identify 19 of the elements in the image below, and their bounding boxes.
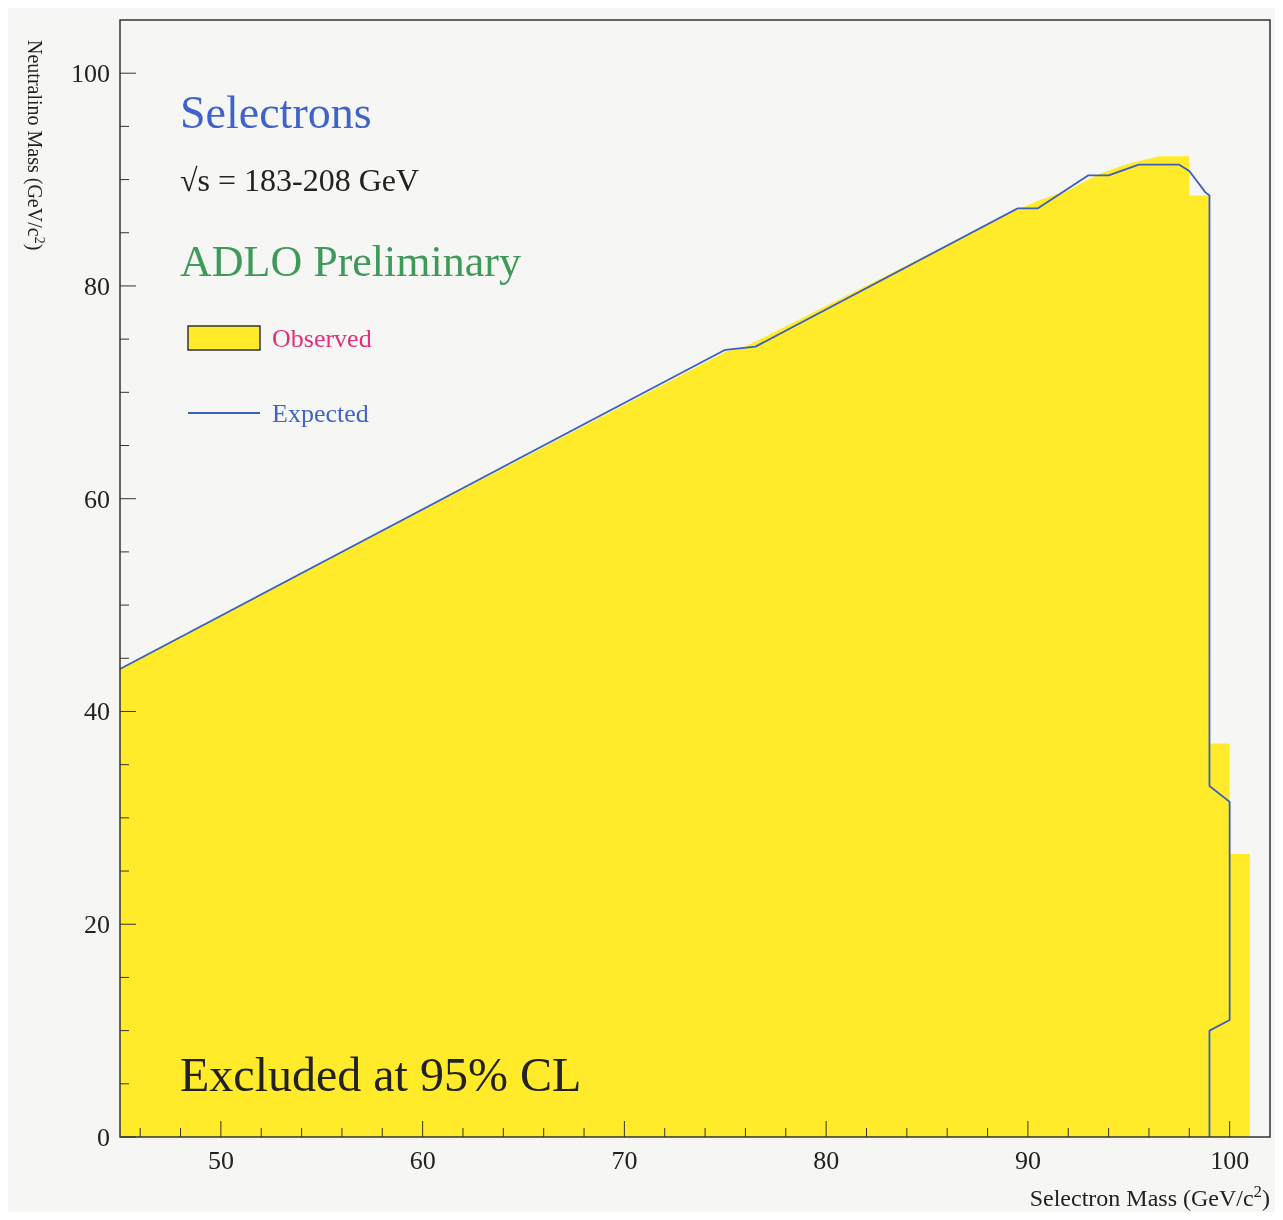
y-tick-label: 20 <box>84 910 110 940</box>
annotation: Excluded at 95% CL <box>180 1048 582 1101</box>
x-tick-label: 90 <box>1014 1146 1041 1175</box>
x-tick-label: 60 <box>409 1146 436 1175</box>
y-tick-label: 100 <box>71 59 110 89</box>
y-tick-label: 80 <box>84 271 110 301</box>
y-tick-label: 40 <box>84 697 110 727</box>
x-tick-label: 70 <box>611 1146 638 1175</box>
x-tick-label: 100 <box>1210 1146 1250 1175</box>
x-tick-label: 50 <box>207 1146 234 1175</box>
x-axis-title: Selectron Mass (GeV/c$^{2}$) <box>1029 1181 1270 1211</box>
y-tick-label: 0 <box>97 1123 110 1152</box>
annotation: ADLO Preliminary <box>180 237 521 286</box>
legend-label: Expected <box>272 399 369 428</box>
text: Selectrons <box>180 87 372 138</box>
y-tick-label: 60 <box>84 484 110 514</box>
x-tick-label: 80 <box>813 1146 840 1175</box>
annotation: √s = 183-208 GeV <box>180 162 420 198</box>
legend-label: Observed <box>272 324 372 353</box>
